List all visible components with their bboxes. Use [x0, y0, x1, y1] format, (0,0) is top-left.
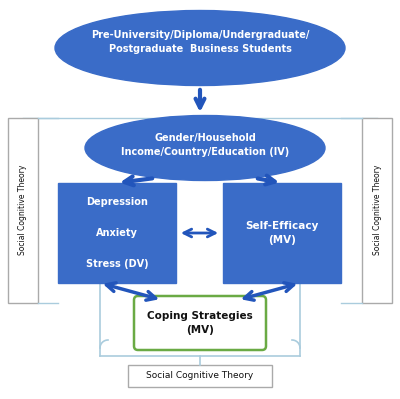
Ellipse shape [85, 115, 325, 180]
FancyBboxPatch shape [223, 183, 341, 283]
FancyBboxPatch shape [134, 296, 266, 350]
FancyBboxPatch shape [8, 118, 38, 303]
FancyBboxPatch shape [128, 365, 272, 387]
Text: Social Cognitive Theory: Social Cognitive Theory [18, 165, 28, 255]
Text: Self-Efficacy
(MV): Self-Efficacy (MV) [245, 221, 319, 245]
Text: Social Cognitive Theory: Social Cognitive Theory [146, 371, 254, 381]
Text: Gender/Household
Income/Country/Education (IV): Gender/Household Income/Country/Educatio… [121, 133, 289, 157]
Text: Social Cognitive Theory: Social Cognitive Theory [372, 165, 382, 255]
Text: Depression

Anxiety

Stress (DV): Depression Anxiety Stress (DV) [86, 197, 148, 269]
FancyBboxPatch shape [362, 118, 392, 303]
Text: Coping Strategies
(MV): Coping Strategies (MV) [147, 311, 253, 335]
Text: Pre-University/Diploma/Undergraduate/
Postgraduate  Business Students: Pre-University/Diploma/Undergraduate/ Po… [91, 30, 309, 54]
FancyBboxPatch shape [58, 183, 176, 283]
Ellipse shape [55, 10, 345, 85]
